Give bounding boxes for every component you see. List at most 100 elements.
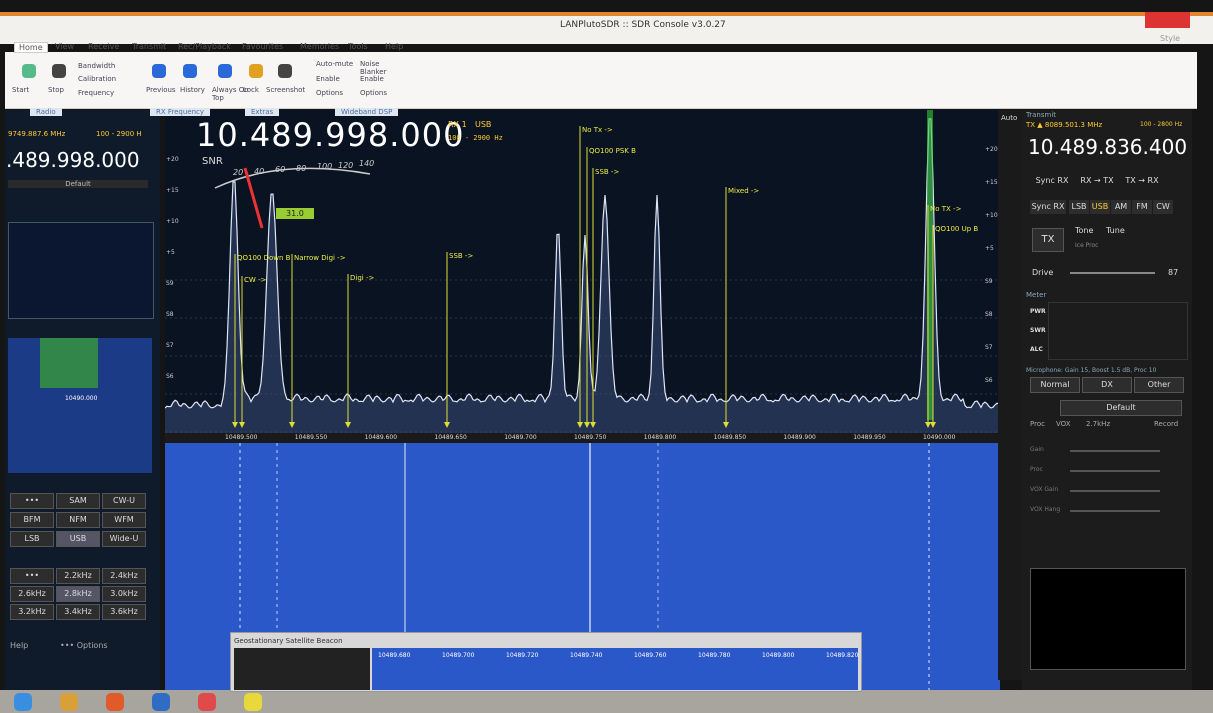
tone-button[interactable]: Tone [1075,226,1093,235]
mic-control[interactable]: 2.7kHz [1086,420,1110,428]
filter-button[interactable]: 2.4kHz [102,568,146,584]
tx-mode-button[interactable]: FM [1132,200,1152,214]
meter-title: Meter [1026,291,1046,299]
tx-mode-button[interactable]: USB [1090,200,1110,214]
taskbar-icon[interactable] [14,693,32,711]
ribbon-tab[interactable]: Tools [348,42,368,51]
tx-mode-button[interactable]: Sync RX [1030,200,1066,214]
mode-button[interactable]: ••• [10,493,54,509]
tx-mode-button[interactable]: CW [1153,200,1173,214]
mic-preset[interactable]: DX [1082,377,1132,393]
taskbar-icon[interactable] [198,693,216,711]
ribbon-button[interactable]: Screenshot [266,86,305,94]
filter-button[interactable]: ••• [10,568,54,584]
meter-label: PWR [1030,308,1046,315]
ribbon-button[interactable]: Options [316,89,343,97]
mini-filter [40,338,98,388]
style-menu[interactable]: Style [1160,34,1180,43]
preset-select[interactable]: Default [8,180,148,188]
mode-button[interactable]: LSB [10,531,54,547]
level-label: +5 [166,249,175,256]
ribbon-button[interactable]: Frequency [78,89,114,97]
mic-control[interactable]: VOX [1056,420,1071,428]
band-marker-label: CW -> [244,276,266,284]
mini-spectrum [8,222,154,319]
spectrum-view [165,110,1000,690]
level-label-right: S9 [985,278,993,285]
tx-mode-button[interactable]: AM [1111,200,1131,214]
ribbon-button[interactable]: Stop [48,86,64,94]
band-marker-label: Narrow Digi -> [294,254,346,262]
mode-button[interactable]: Wide-U [102,531,146,547]
taskbar-icon[interactable] [152,693,170,711]
tx-button[interactable]: TX [1032,228,1064,252]
mode-button[interactable]: USB [56,531,100,547]
filter-button[interactable]: 3.0kHz [102,586,146,602]
sync-button[interactable]: TX → RX [1122,174,1162,188]
band-marker-label: SSB -> [449,252,473,260]
band-marker-label: Digi -> [350,274,374,282]
options-button[interactable]: ••• Options [60,641,108,650]
ribbon-tab[interactable]: Memories [300,42,339,51]
mic-control[interactable]: Record [1154,420,1178,428]
ribbon-button[interactable]: History [180,86,205,94]
filter-button[interactable]: 2.8kHz [56,586,100,602]
ribbon-button[interactable]: Enable [316,75,340,83]
taskbar-icon[interactable] [244,693,262,711]
level-label: +10 [166,218,179,225]
ribbon-tab[interactable]: Receive [88,42,119,51]
mic-preset[interactable]: Normal [1030,377,1080,393]
tx-mode-button[interactable]: LSB [1069,200,1089,214]
mic-default[interactable]: Default [1060,400,1182,416]
close-button[interactable] [1145,12,1190,28]
ribbon-tab[interactable]: Rec/Playback [178,42,231,51]
ribbon-button[interactable]: Options [360,89,387,97]
mic-preset[interactable]: Other [1134,377,1184,393]
level-label-right: +20 [985,146,998,153]
filter-button[interactable]: 3.6kHz [102,604,146,620]
frequency-axis-label: 10489.900 [783,434,815,441]
mode-button[interactable]: SAM [56,493,100,509]
beacon-axis-label: 10489.800 [762,652,794,659]
tune-button[interactable]: Tune [1106,226,1125,235]
mode-button[interactable]: BFM [10,512,54,528]
ribbon-group-label: RX Frequency [150,108,210,116]
filter-button[interactable]: 3.4kHz [56,604,100,620]
mode-button[interactable]: WFM [102,512,146,528]
ribbon-button[interactable]: Noise Blanker [360,60,400,76]
ribbon-tab[interactable]: View [55,42,74,51]
drive-slider [1070,272,1155,274]
taskbar-icon[interactable] [106,693,124,711]
ribbon-button[interactable]: Enable [360,75,384,83]
ribbon-button[interactable]: Previous [146,86,176,94]
meter-label: SWR [1030,327,1046,334]
ribbon-tab[interactable]: Home [14,42,48,53]
panel-title: Transmit [1026,111,1056,119]
ribbon-tab[interactable]: Transmit [132,42,166,51]
mode-button[interactable]: CW-U [102,493,146,509]
snr-value: 31.0 [276,208,314,219]
filter-button[interactable]: 2.2kHz [56,568,100,584]
ribbon-tab[interactable]: Help [385,42,403,51]
mic-control[interactable]: Proc [1030,420,1045,428]
taskbar-icon[interactable] [60,693,78,711]
window-title: LANPlutoSDR :: SDR Console v3.0.27 [560,20,726,30]
ribbon-button[interactable]: Calibration [78,75,116,83]
rx-label: RX 1 [448,120,467,129]
sync-button[interactable]: Sync RX [1032,174,1072,188]
ribbon-button[interactable]: Bandwidth [78,62,115,70]
filter-button[interactable]: 3.2kHz [10,604,54,620]
filter-button[interactable]: 2.6kHz [10,586,54,602]
ribbon-icon [22,64,36,78]
ribbon-button[interactable]: Auto-mute [316,60,353,68]
frequency-small: 9749.887.6 MHz [8,130,65,138]
drive-value: 87 [1168,268,1178,277]
frequency-axis-label: 10489.850 [714,434,746,441]
frequency-axis-label: 10489.750 [574,434,606,441]
help-button[interactable]: Help [10,641,28,650]
ribbon-button[interactable]: Start [12,86,29,94]
mode-button[interactable]: NFM [56,512,100,528]
ribbon-tab[interactable]: Favourites [242,42,283,51]
ribbon-button[interactable]: Lock [243,86,259,94]
sync-button[interactable]: RX → TX [1077,174,1117,188]
